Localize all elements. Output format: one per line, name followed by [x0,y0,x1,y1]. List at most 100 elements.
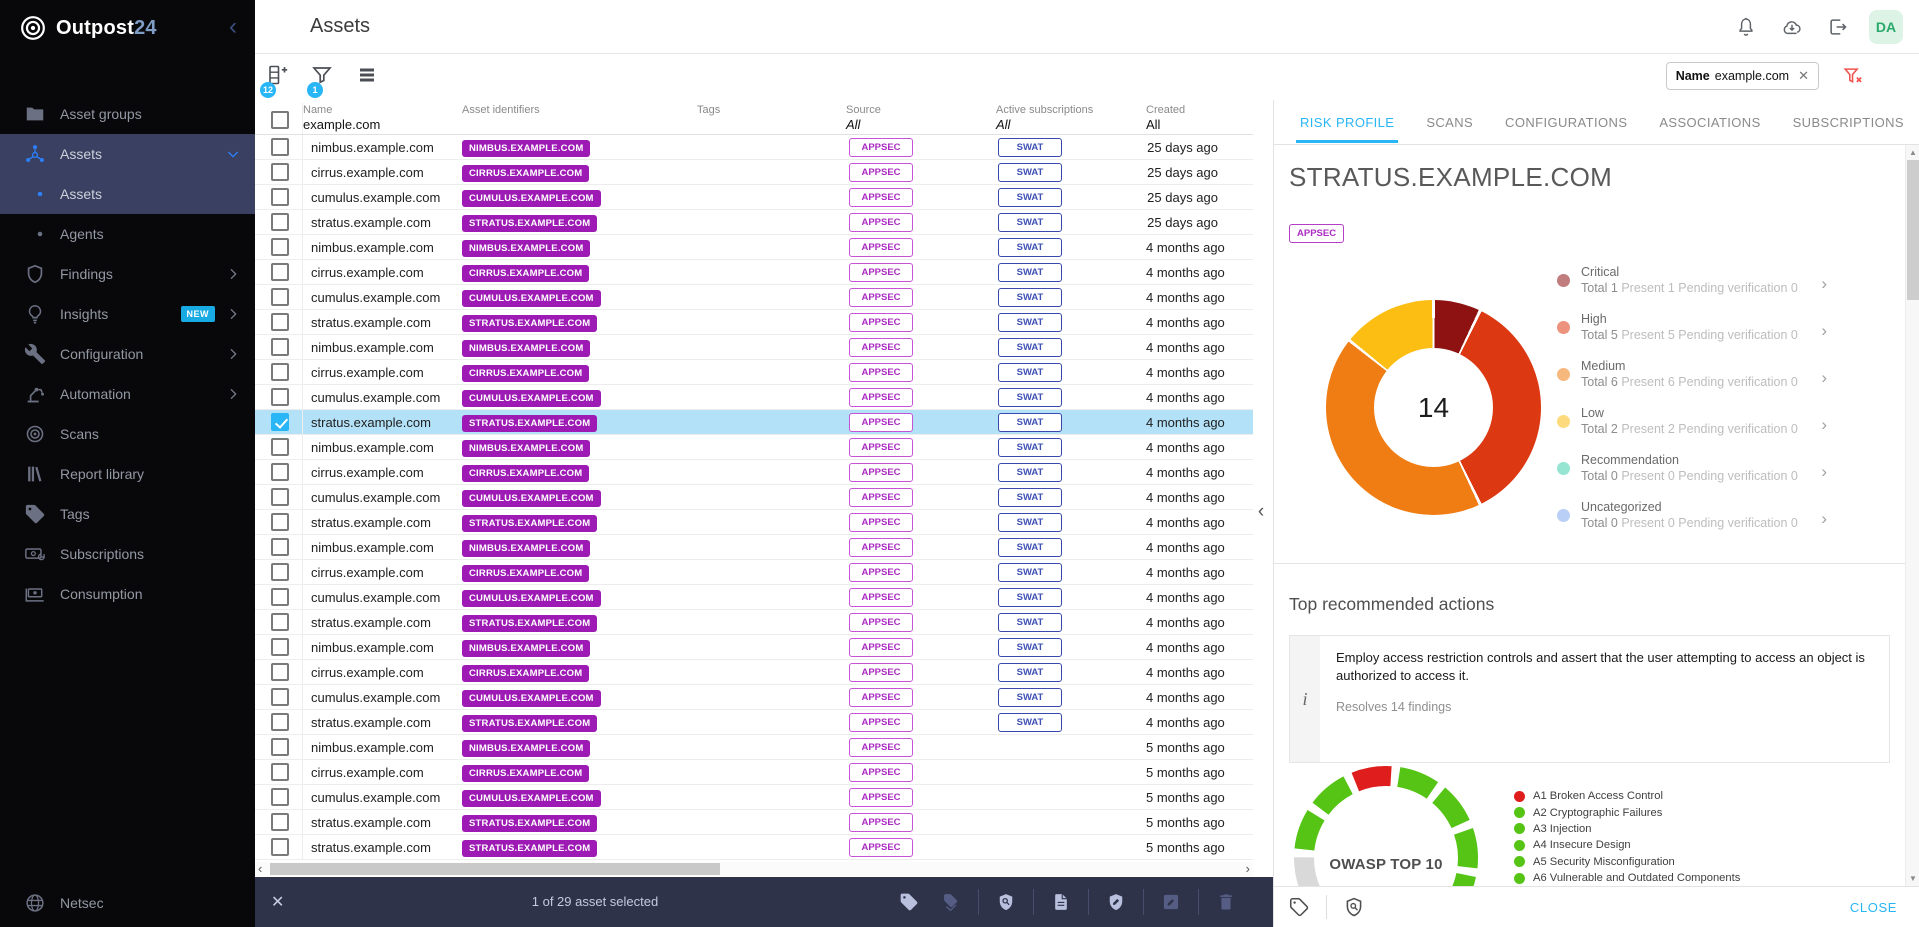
close-panel-button[interactable]: CLOSE [1850,900,1897,915]
row-checkbox[interactable] [271,438,289,456]
table-row[interactable]: nimbus.example.com NIMBUS.EXAMPLE.COM AP… [255,135,1253,160]
row-checkbox[interactable] [271,238,289,256]
panel-scrollbar[interactable]: ▲ ▼ [1905,145,1919,886]
risk-legend-item[interactable]: Recommendation Total 0 Present 0 Pending… [1557,450,1827,497]
tab-subscriptions[interactable]: SUBSCRIPTIONS [1793,100,1904,145]
row-checkbox[interactable] [271,388,289,406]
scrollbar-thumb[interactable] [270,863,720,875]
sidebar-item-automation[interactable]: Automation [0,374,255,414]
scan-asset-icon[interactable] [1343,896,1365,918]
column-header-source[interactable]: Source All [846,103,996,133]
add-tag-icon[interactable] [899,892,919,912]
row-checkbox[interactable] [271,613,289,631]
row-checkbox[interactable] [271,563,289,581]
row-checkbox[interactable] [271,663,289,681]
column-header-tags[interactable]: Tags [697,103,846,133]
table-row[interactable]: cumulus.example.com CUMULUS.EXAMPLE.COM … [255,285,1253,310]
row-checkbox[interactable] [271,838,289,856]
created-filter-value[interactable]: All [1146,117,1218,133]
table-row[interactable]: cumulus.example.com CUMULUS.EXAMPLE.COM … [255,785,1253,810]
row-checkbox[interactable] [271,588,289,606]
table-row[interactable]: cirrus.example.com CIRRUS.EXAMPLE.COM AP… [255,260,1253,285]
chevron-right-icon[interactable]: › [1821,462,1827,482]
tab-risk-profile[interactable]: RISK PROFILE [1300,100,1394,145]
row-checkbox[interactable] [271,338,289,356]
table-row[interactable]: cirrus.example.com CIRRUS.EXAMPLE.COM AP… [255,160,1253,185]
scroll-right-icon[interactable]: › [1246,862,1250,876]
sidebar-collapse-icon[interactable]: ‹ [229,14,237,40]
row-checkbox[interactable] [271,763,289,781]
table-row[interactable]: stratus.example.com STRATUS.EXAMPLE.COM … [255,810,1253,835]
edit-policy-icon[interactable] [1106,892,1126,912]
active-filter-chip[interactable]: Name example.com ✕ [1666,62,1819,90]
chevron-right-icon[interactable]: › [1821,415,1827,435]
column-header-name[interactable]: Name example.com [303,103,462,133]
table-row[interactable]: stratus.example.com STRATUS.EXAMPLE.COM … [255,410,1253,435]
table-horizontal-scrollbar[interactable]: ‹ › [255,862,1253,876]
table-row[interactable]: cirrus.example.com CIRRUS.EXAMPLE.COM AP… [255,560,1253,585]
sidebar-item-report-library[interactable]: Report library [0,454,255,494]
table-row[interactable]: cirrus.example.com CIRRUS.EXAMPLE.COM AP… [255,660,1253,685]
row-checkbox[interactable] [271,513,289,531]
sidebar-item-assets[interactable]: Assets [0,174,255,214]
risk-legend-item[interactable]: Low Total 2 Present 2 Pending verificati… [1557,403,1827,450]
report-icon[interactable] [1051,892,1071,912]
sidebar-item-asset-groups[interactable]: Asset groups [0,94,255,134]
sidebar-item-tags[interactable]: Tags [0,494,255,534]
tag-asset-icon[interactable] [1288,896,1310,918]
tab-configurations[interactable]: CONFIGURATIONS [1505,100,1627,145]
sidebar-item-netsec[interactable]: Netsec [0,879,255,927]
sign-out-icon[interactable] [1827,16,1849,38]
row-checkbox[interactable] [271,788,289,806]
notifications-bell-icon[interactable] [1735,16,1757,38]
table-row[interactable]: stratus.example.com STRATUS.EXAMPLE.COM … [255,610,1253,635]
sidebar-item-assets[interactable]: Assets [0,134,255,174]
sidebar-item-configuration[interactable]: Configuration [0,334,255,374]
table-row[interactable]: cumulus.example.com CUMULUS.EXAMPLE.COM … [255,385,1253,410]
column-header-created[interactable]: Created All [1146,103,1218,133]
row-checkbox[interactable] [271,363,289,381]
table-row[interactable]: stratus.example.com STRATUS.EXAMPLE.COM … [255,710,1253,735]
remove-filter-icon[interactable]: ✕ [1798,68,1809,84]
table-row[interactable]: cirrus.example.com CIRRUS.EXAMPLE.COM AP… [255,760,1253,785]
table-row[interactable]: stratus.example.com STRATUS.EXAMPLE.COM … [255,835,1253,860]
table-row[interactable]: nimbus.example.com NIMBUS.EXAMPLE.COM AP… [255,535,1253,560]
table-row[interactable]: cirrus.example.com CIRRUS.EXAMPLE.COM AP… [255,460,1253,485]
table-row[interactable]: nimbus.example.com NIMBUS.EXAMPLE.COM AP… [255,235,1253,260]
sidebar-item-consumption[interactable]: Consumption [0,574,255,614]
sidebar-item-scans[interactable]: Scans [0,414,255,454]
row-checkbox[interactable] [271,188,289,206]
row-checkbox[interactable] [271,163,289,181]
row-checkbox[interactable] [271,288,289,306]
table-row[interactable]: cumulus.example.com CUMULUS.EXAMPLE.COM … [255,585,1253,610]
row-checkbox[interactable] [271,638,289,656]
table-row[interactable]: nimbus.example.com NIMBUS.EXAMPLE.COM AP… [255,735,1253,760]
row-checkbox[interactable] [271,713,289,731]
sidebar-item-agents[interactable]: Agents [0,214,255,254]
view-list-button[interactable] [355,63,379,87]
row-checkbox[interactable] [271,813,289,831]
row-checkbox[interactable] [271,413,289,431]
row-checkbox[interactable] [271,263,289,281]
risk-legend-item[interactable]: Medium Total 6 Present 6 Pending verific… [1557,356,1827,403]
chevron-right-icon[interactable]: › [1821,368,1827,388]
row-checkbox[interactable] [271,313,289,331]
row-checkbox[interactable] [271,688,289,706]
row-checkbox[interactable] [271,463,289,481]
row-checkbox[interactable] [271,213,289,231]
table-row[interactable]: nimbus.example.com NIMBUS.EXAMPLE.COM AP… [255,635,1253,660]
table-row[interactable]: nimbus.example.com NIMBUS.EXAMPLE.COM AP… [255,335,1253,360]
cloud-download-icon[interactable] [1781,16,1803,38]
table-row[interactable]: nimbus.example.com NIMBUS.EXAMPLE.COM AP… [255,435,1253,460]
table-row[interactable]: cirrus.example.com CIRRUS.EXAMPLE.COM AP… [255,360,1253,385]
table-row[interactable]: cumulus.example.com CUMULUS.EXAMPLE.COM … [255,185,1253,210]
row-checkbox[interactable] [271,538,289,556]
chevron-right-icon[interactable]: › [1821,509,1827,529]
name-filter-value[interactable]: example.com [303,117,462,133]
risk-legend-item[interactable]: Critical Total 1 Present 1 Pending verif… [1557,262,1827,309]
column-header-subscriptions[interactable]: Active subscriptions All [996,103,1146,133]
row-checkbox[interactable] [271,738,289,756]
panel-collapse-icon[interactable]: ‹ [1253,498,1269,526]
avatar[interactable]: DA [1869,10,1903,44]
sidebar-item-subscriptions[interactable]: Subscriptions [0,534,255,574]
